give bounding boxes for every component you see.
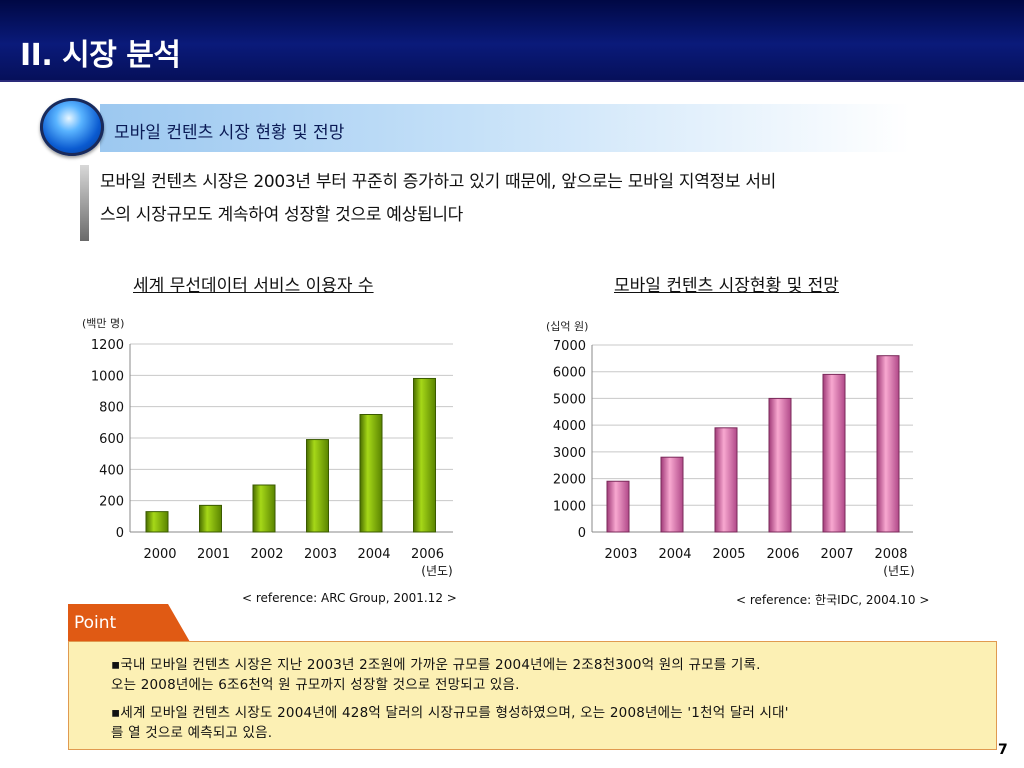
chart2-reference: < reference: 한국IDC, 2004.10 >: [736, 593, 930, 607]
chart2-ytick-label: 5000: [553, 392, 586, 407]
intro-paragraph: 모바일 컨텐츠 시장은 2003년 부터 꾸준히 증가하고 있기 때문에, 앞으…: [100, 166, 950, 232]
title-divider: [0, 80, 1024, 82]
intro-accent-bar: [80, 165, 89, 241]
chart1-xtick-label: 2001: [197, 547, 230, 562]
chart2-ytick-label: 1000: [553, 499, 586, 514]
point-item-2-line-2: 를 열 것으로 예측되고 있음.: [111, 725, 273, 741]
chart2-title: 모바일 컨텐츠 시장현황 및 전망: [614, 276, 839, 296]
chart2-xtick-label: 2005: [712, 547, 745, 562]
chart1-xtick-label: 2003: [304, 547, 337, 562]
chart1-ytick-label: 200: [99, 495, 124, 510]
intro-line-2: 스의 시장규모도 계속하여 성장할 것으로 예상됩니다: [100, 205, 463, 225]
chart1-ytick-label: 400: [99, 463, 124, 478]
intro-line-1: 모바일 컨텐츠 시장은 2003년 부터 꾸준히 증가하고 있기 때문에, 앞으…: [100, 172, 776, 192]
title-bar: II. 시장 분석: [0, 0, 1024, 80]
chart2-unit: (십억 원): [546, 320, 589, 333]
chart2-bar: [714, 427, 738, 533]
chart2-ytick-label: 3000: [553, 446, 586, 461]
chart2-bar: [876, 355, 900, 533]
chart2-xtick-label: 2007: [820, 547, 853, 562]
chart2-bar: [822, 373, 846, 533]
chart2-bar: [660, 456, 684, 533]
page-title: II. 시장 분석: [20, 38, 181, 73]
chart1-ytick-label: 1200: [91, 338, 124, 353]
chart2-ytick-label: 4000: [553, 419, 586, 434]
point-tab: Point: [68, 604, 190, 642]
chart1-title: 세계 무선데이터 서비스 이용자 수: [133, 276, 374, 296]
chart1-ytick-label: 800: [99, 401, 124, 416]
chart1-xtick-label: 2006: [411, 547, 444, 562]
chart2-bar: [768, 397, 792, 533]
chart2-ytick-label: 2000: [553, 473, 586, 488]
chart1-bar: [145, 511, 169, 533]
chart2-xtick-label: 2008: [874, 547, 907, 562]
point-box: ▪국내 모바일 컨텐츠 시장은 지난 2003년 2조원에 가까운 규모를 20…: [68, 641, 997, 750]
chart2-xtick-label: 2003: [604, 547, 637, 562]
chart1-xtick-label: 2002: [250, 547, 283, 562]
point-tab-label: Point: [74, 613, 117, 633]
chart1-bar: [413, 377, 436, 533]
chart1-bar: [252, 484, 276, 533]
chart1-ytick-label: 600: [99, 432, 124, 447]
blue-orb-icon: [40, 98, 104, 156]
page-number: 7: [998, 742, 1008, 758]
point-item-1-line-1: ▪국내 모바일 컨텐츠 시장은 지난 2003년 2조원에 가까운 규모를 20…: [111, 657, 761, 673]
chart1-ytick-label: 1000: [91, 369, 124, 384]
chart2-xunit-label: (년도): [883, 564, 914, 578]
chart2-ytick-label: 7000: [553, 339, 586, 354]
chart1-bar: [359, 414, 383, 533]
chart1-reference: < reference: ARC Group, 2001.12 >: [242, 591, 457, 605]
chart1-ytick-label: 0: [116, 526, 124, 541]
chart2-ytick-label: 6000: [553, 366, 586, 381]
chart1-xtick-label: 2000: [143, 547, 176, 562]
chart1-xtick-label: 2004: [357, 547, 390, 562]
chart2-ytick-label: 0: [578, 526, 586, 541]
chart1-xunit-label: (년도): [421, 564, 452, 578]
chart1-bar: [199, 504, 222, 533]
point-item-2-line-1: ▪세계 모바일 컨텐츠 시장도 2004년에 428억 달러의 시장규모를 형성…: [111, 705, 789, 721]
chart2-bar: [606, 480, 630, 533]
charts-canvas: 0 200 400 600 800 1000 1200 2000 2001 2002 2003 200…: [91, 338, 915, 578]
chart1-unit: (백만 명): [82, 317, 125, 330]
section-header: 모바일 컨텐츠 시장 현황 및 전망: [100, 104, 910, 152]
point-item-1-line-2: 오는 2008년에는 6조6천억 원 규모까지 성장할 것으로 전망되고 있음.: [111, 677, 520, 693]
section-title: 모바일 컨텐츠 시장 현황 및 전망: [114, 123, 345, 143]
chart1-bar: [306, 439, 329, 533]
chart2-xtick-label: 2004: [658, 547, 691, 562]
chart2-xtick-label: 2006: [766, 547, 799, 562]
